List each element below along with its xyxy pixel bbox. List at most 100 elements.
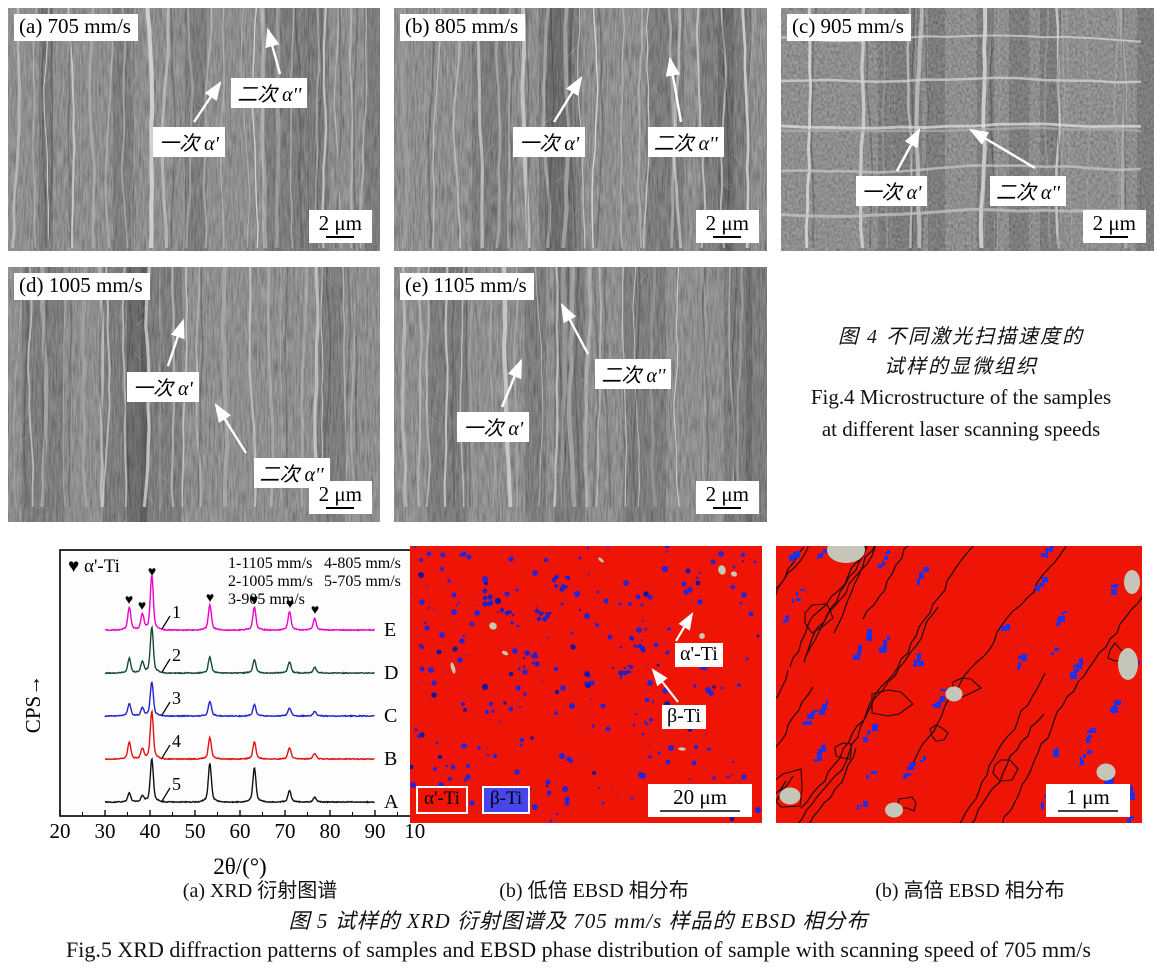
subcaption-xrd: (a) XRD 衍射图谱 bbox=[182, 880, 338, 902]
micrograph-panel-e: (e) 1105 mm/s 二次 α'' 一次 α' 2 μm bbox=[394, 267, 767, 522]
scale-bar-text: 20 μm bbox=[673, 785, 727, 809]
svg-text:A: A bbox=[384, 791, 399, 813]
micrograph-panel-d: (d) 1005 mm/s 一次 α' 二次 α'' 2 μm bbox=[8, 267, 380, 522]
alpha-prime-ti-label: α'-Ti bbox=[675, 643, 723, 667]
micrograph-panel-a: (a) 705 mm/s 一次 α' 二次 α'' 2 μm bbox=[8, 8, 380, 251]
scale-bar-2um: 2 μm bbox=[1082, 210, 1146, 243]
beta-ti-label: β-Ti bbox=[662, 705, 706, 729]
scale-bar-text: 2 μm bbox=[705, 211, 749, 235]
scale-bar-line bbox=[713, 236, 742, 238]
svg-text:B: B bbox=[384, 748, 397, 770]
speed-key: 4-805 mm/s bbox=[324, 555, 401, 572]
sem-texture bbox=[394, 267, 767, 522]
figure5-caption-cn: 图 5 试样的 XRD 衍射图谱及 705 mm/s 样品的 EBSD 相分布 bbox=[288, 909, 869, 933]
alpha-peak-marker: ♥ bbox=[286, 597, 294, 612]
svg-text:1: 1 bbox=[172, 602, 181, 622]
svg-text:60: 60 bbox=[230, 819, 251, 843]
figure4-caption-cn-line2: 试样的显微组织 bbox=[884, 356, 1038, 378]
annotation-arrows bbox=[552, 56, 683, 123]
ebsd-high-mag-panel: 1 μm bbox=[776, 546, 1142, 823]
scale-bar-text: 2 μm bbox=[318, 211, 362, 235]
svg-text:20: 20 bbox=[50, 819, 71, 843]
subcaption-ebsd-high: (b) 高倍 EBSD 相分布 bbox=[875, 880, 1065, 902]
scale-bar-line bbox=[713, 507, 742, 509]
micrograph-panel-c: (c) 905 mm/s 一次 α' 二次 α'' 2 μm bbox=[781, 8, 1154, 251]
svg-text:C: C bbox=[384, 705, 397, 727]
xrd-curve-3 bbox=[104, 681, 375, 718]
speed-key: 3-905 mm/s bbox=[228, 591, 305, 608]
xrd-curve-5 bbox=[104, 756, 375, 804]
ebsd-high-phase-map bbox=[776, 546, 1142, 823]
scale-bar-1um: 1 μm bbox=[1046, 784, 1130, 817]
legend-chip-beta: β-Ti bbox=[482, 786, 531, 814]
figure4-caption-cn-line1: 图 4 不同激光扫描速度的 bbox=[838, 326, 1084, 348]
figure4-caption: 图 4 不同激光扫描速度的 试样的显微组织 Fig.4 Microstructu… bbox=[766, 322, 1156, 445]
phase-annotation: 二次 α'' bbox=[647, 127, 724, 158]
scale-bar-text: 1 μm bbox=[1066, 785, 1110, 809]
xrd-curve-1 bbox=[104, 574, 376, 632]
beta-arrow bbox=[651, 668, 679, 703]
xrd-plot-svg: 20304050607080901002θ/(°)CPS→1E2D3C4B5A♥… bbox=[21, 549, 436, 879]
svg-text:30: 30 bbox=[95, 819, 116, 843]
svg-text:E: E bbox=[384, 619, 396, 641]
xrd-chart: 20304050607080901002θ/(°)CPS→1E2D3C4B5A♥… bbox=[21, 544, 436, 888]
legend-chip-alpha: α'-Ti bbox=[416, 786, 468, 814]
svg-text:5: 5 bbox=[172, 774, 181, 794]
panel-label: (d) 1005 mm/s bbox=[14, 273, 150, 300]
scale-bar-line bbox=[1100, 236, 1129, 238]
scale-bar-text: 2 μm bbox=[318, 482, 362, 506]
xrd-curve-4 bbox=[105, 709, 375, 761]
figure4-caption-en-line1: Fig.4 Microstructure of the samples bbox=[810, 385, 1112, 409]
speed-key: 5-705 mm/s bbox=[324, 573, 401, 590]
svg-text:3: 3 bbox=[172, 688, 181, 708]
phase-annotation: 二次 α'' bbox=[989, 175, 1066, 206]
scale-bar-line bbox=[1058, 810, 1118, 812]
ebsd-low-mag-panel: α'-Ti β-Ti α'-Ti β-Ti 20 μm bbox=[410, 546, 762, 823]
scale-bar-20um: 20 μm bbox=[648, 784, 752, 817]
phase-annotation: 二次 α'' bbox=[231, 78, 308, 109]
annotation-arrows bbox=[895, 127, 1036, 172]
figure5-caption-en: Fig.5 XRD diffraction patterns of sample… bbox=[66, 937, 1091, 962]
speed-key: 2-1005 mm/s bbox=[228, 573, 313, 590]
annotation-arrows bbox=[500, 302, 590, 408]
scale-bar-text: 2 μm bbox=[1092, 211, 1136, 235]
xrd-curve-2 bbox=[104, 624, 375, 675]
annotation-arrows bbox=[193, 27, 282, 123]
alpha-arrow bbox=[675, 612, 694, 642]
scale-bar-2um: 2 μm bbox=[695, 481, 759, 514]
alpha-peak-marker: ♥ bbox=[206, 591, 214, 606]
panel-label: (b) 805 mm/s bbox=[400, 14, 526, 41]
scale-bar-2um: 2 μm bbox=[695, 210, 759, 243]
svg-text:90: 90 bbox=[365, 819, 386, 843]
phase-annotation: 一次 α' bbox=[153, 127, 225, 158]
panel-label: (e) 1105 mm/s bbox=[400, 273, 534, 300]
annotation-arrows bbox=[166, 318, 248, 454]
phase-annotation: 一次 α' bbox=[855, 175, 928, 206]
alpha-peak-marker: ♥ bbox=[125, 593, 133, 608]
scale-bar-2um: 2 μm bbox=[308, 210, 372, 243]
xrd-legend: ♥ α'-Ti bbox=[68, 556, 120, 577]
phase-annotation: 一次 α' bbox=[127, 371, 199, 402]
subcaption-ebsd-low: (b) 低倍 EBSD 相分布 bbox=[499, 880, 689, 902]
svg-text:70: 70 bbox=[275, 819, 296, 843]
svg-text:40: 40 bbox=[140, 819, 161, 843]
scale-bar-line bbox=[326, 236, 355, 238]
panel-label: (a) 705 mm/s bbox=[14, 14, 138, 41]
ebsd-low-phase-map bbox=[410, 546, 762, 823]
svg-text:2θ/(°): 2θ/(°) bbox=[213, 854, 266, 879]
speed-key: 1-1105 mm/s bbox=[228, 555, 312, 572]
scale-bar-line bbox=[660, 810, 740, 812]
scale-bar-line bbox=[326, 507, 355, 509]
svg-text:80: 80 bbox=[320, 819, 341, 843]
alpha-peak-marker: ♥ bbox=[148, 565, 156, 580]
svg-text:50: 50 bbox=[185, 819, 206, 843]
figure4-caption-en-line2: at different laser scanning speeds bbox=[821, 416, 1101, 441]
svg-text:CPS→: CPS→ bbox=[24, 675, 45, 733]
svg-text:2: 2 bbox=[172, 645, 181, 665]
phase-annotation: 二次 α'' bbox=[253, 458, 330, 489]
alpha-peak-marker: ♥ bbox=[138, 599, 146, 614]
scale-bar-text: 2 μm bbox=[705, 482, 749, 506]
phase-annotation: 二次 α'' bbox=[595, 358, 672, 389]
micrograph-panel-b: (b) 805 mm/s 一次 α' 二次 α'' 2 μm bbox=[394, 8, 767, 251]
